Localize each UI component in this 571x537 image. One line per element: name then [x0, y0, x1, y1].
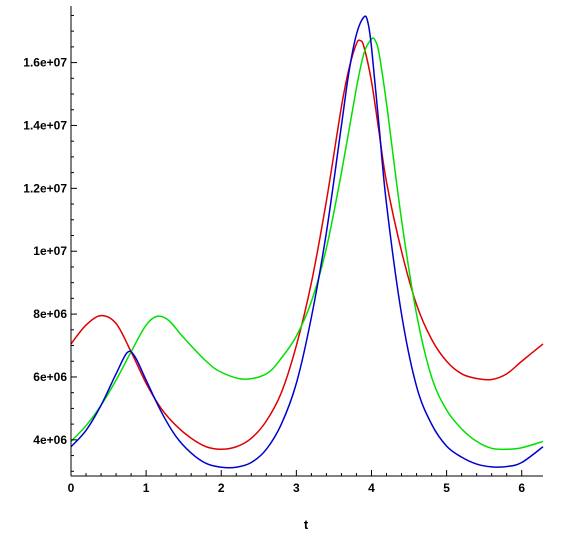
x-tick-label: 0 — [68, 481, 75, 495]
series-line-2 — [70, 37, 544, 451]
x-tick-label: 4 — [368, 481, 375, 495]
y-tick-label: 4e+06 — [33, 433, 67, 447]
x-tick-label: 6 — [518, 481, 525, 495]
y-tick-label: 8e+06 — [33, 307, 67, 321]
x-tick-label: 2 — [218, 481, 225, 495]
x-ticks: 0 1 2 3 4 5 6 — [68, 470, 525, 495]
axes-layer — [70, 6, 543, 477]
x-tick-label: 1 — [143, 481, 150, 495]
x-tick-label: 3 — [293, 481, 300, 495]
x-tick-label: 5 — [443, 481, 450, 495]
x-axis-title: t — [304, 517, 309, 532]
series-line-1 — [70, 39, 544, 451]
y-tick-label: 1.6e+07 — [23, 56, 67, 70]
y-tick-label: 1e+07 — [33, 244, 67, 258]
y-ticks: 4e+06 6e+06 8e+06 1e+07 1.2e+07 1.4e+07 1.6e+0… — [23, 14, 77, 472]
series-line-3 — [70, 15, 544, 469]
y-tick-label: 6e+06 — [33, 370, 67, 384]
y-tick-label: 1.4e+07 — [23, 118, 67, 132]
y-tick-label: 1.2e+07 — [23, 181, 67, 195]
series-layer — [70, 15, 544, 469]
